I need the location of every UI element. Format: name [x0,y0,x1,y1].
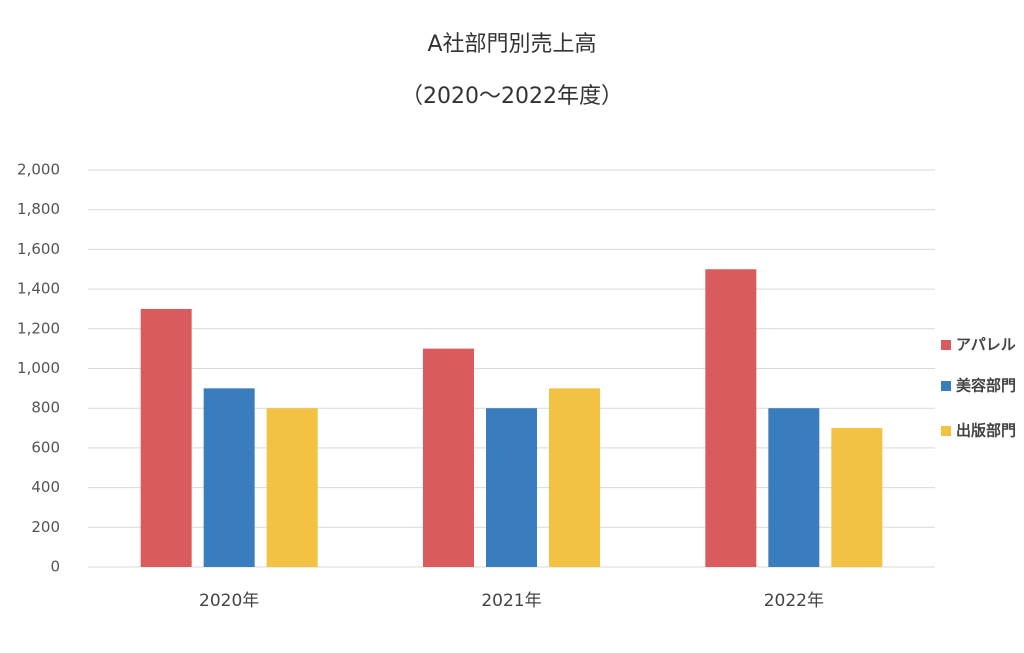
x-tick-label: 2021年 [481,591,541,611]
x-tick-label: 2022年 [764,591,824,611]
bar [831,428,883,567]
y-tick-label: 1,600 [17,240,60,258]
legend-label: 出版部門 [956,422,1016,440]
y-tick-label: 2,000 [17,161,60,179]
bar [423,348,474,567]
y-tick-label: 1,800 [17,200,60,218]
bar [486,408,537,567]
y-tick-label: 0 [50,558,60,576]
bar [705,269,757,567]
legend-label: 美容部門 [956,377,1016,395]
x-tick-label: 2020年 [199,591,259,611]
legend-label: アパレル [956,336,1016,354]
bar [140,308,192,567]
y-tick-label: 200 [31,518,60,536]
y-tick-label: 1,400 [17,280,60,298]
legend-swatch [941,381,951,391]
chart-title: A社部門別売上高 [427,32,596,57]
y-tick-label: 600 [31,438,60,456]
bar [266,408,318,567]
y-tick-label: 400 [31,478,60,496]
bar [768,408,820,567]
bar [203,388,255,567]
bar [549,388,600,567]
legend-swatch [941,426,951,436]
y-tick-label: 1,000 [17,359,60,377]
chart-subtitle: （2020～2022年度） [401,84,623,109]
y-tick-label: 1,200 [17,319,60,337]
y-tick-label: 800 [31,399,60,417]
legend-swatch [941,340,951,350]
